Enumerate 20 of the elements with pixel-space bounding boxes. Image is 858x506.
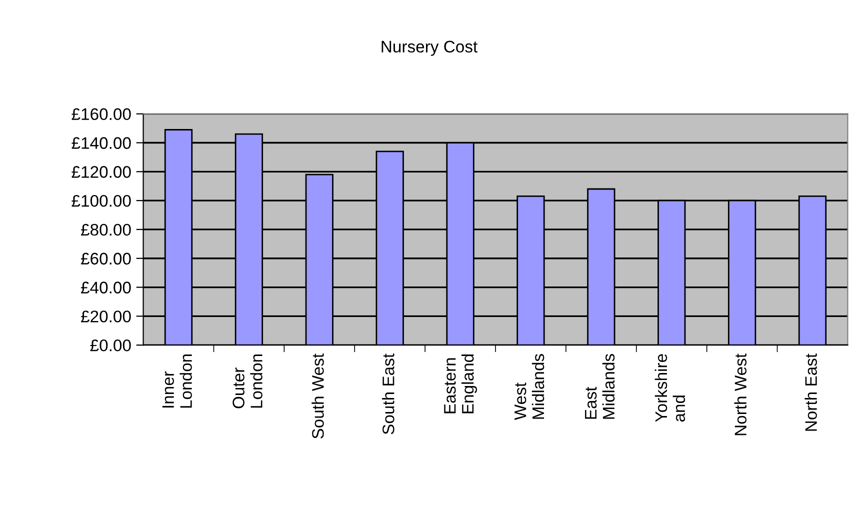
y-tick-label: £160.00	[72, 108, 131, 120]
x-tick-label: West Midlands	[514, 354, 544, 420]
y-tick-label: £40.00	[80, 282, 131, 294]
y-tick-label: £140.00	[72, 137, 131, 149]
chart-title: Nursery Cost	[382, 40, 478, 56]
x-tick-label: South East	[382, 354, 394, 434]
y-tick-label: £120.00	[72, 166, 131, 178]
x-tick-label: North West	[734, 354, 747, 436]
y-tick-label: £20.00	[80, 310, 131, 322]
x-tick-label: South West	[312, 354, 324, 439]
x-tick-label: Inner London	[162, 354, 192, 408]
x-tick-label: Eastern England	[444, 354, 478, 414]
x-tick-label: North East	[804, 354, 817, 431]
x-tick-label: Yorkshire and	[654, 354, 686, 422]
y-tick-label: £100.00	[72, 194, 131, 207]
y-tick-label: £60.00	[80, 252, 131, 265]
x-tick-label: Outer London	[232, 354, 262, 408]
y-tick-label: £0.00	[90, 339, 131, 352]
x-tick-label: East Midlands	[585, 354, 615, 419]
y-tick-label: £80.00	[80, 224, 131, 236]
